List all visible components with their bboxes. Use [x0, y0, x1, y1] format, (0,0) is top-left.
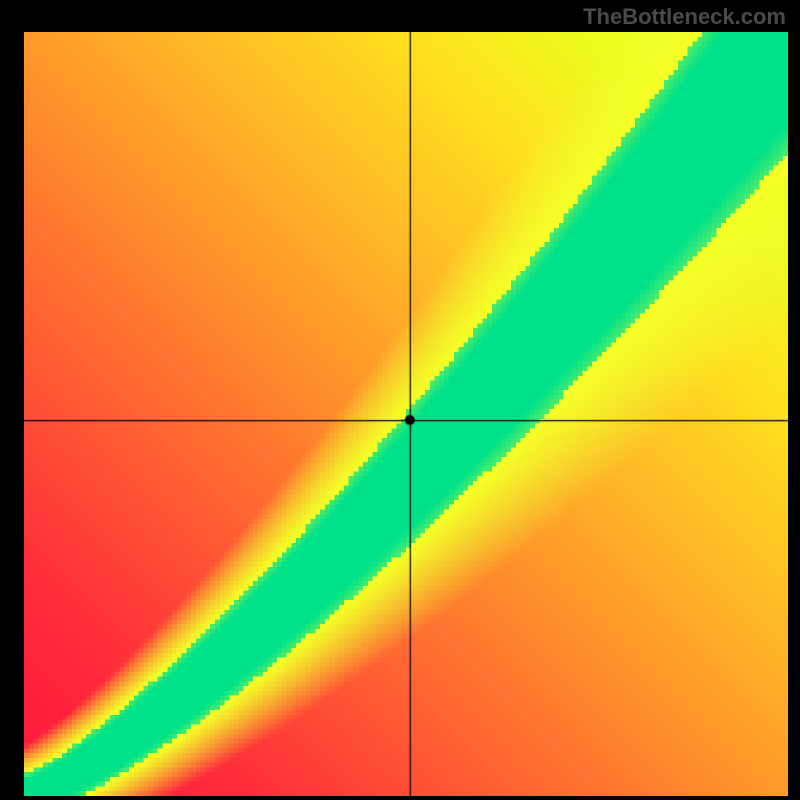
watermark-text: TheBottleneck.com [583, 4, 786, 30]
crosshair-overlay [24, 32, 788, 796]
chart-container: { "watermark": "TheBottleneck.com", "can… [0, 0, 800, 800]
